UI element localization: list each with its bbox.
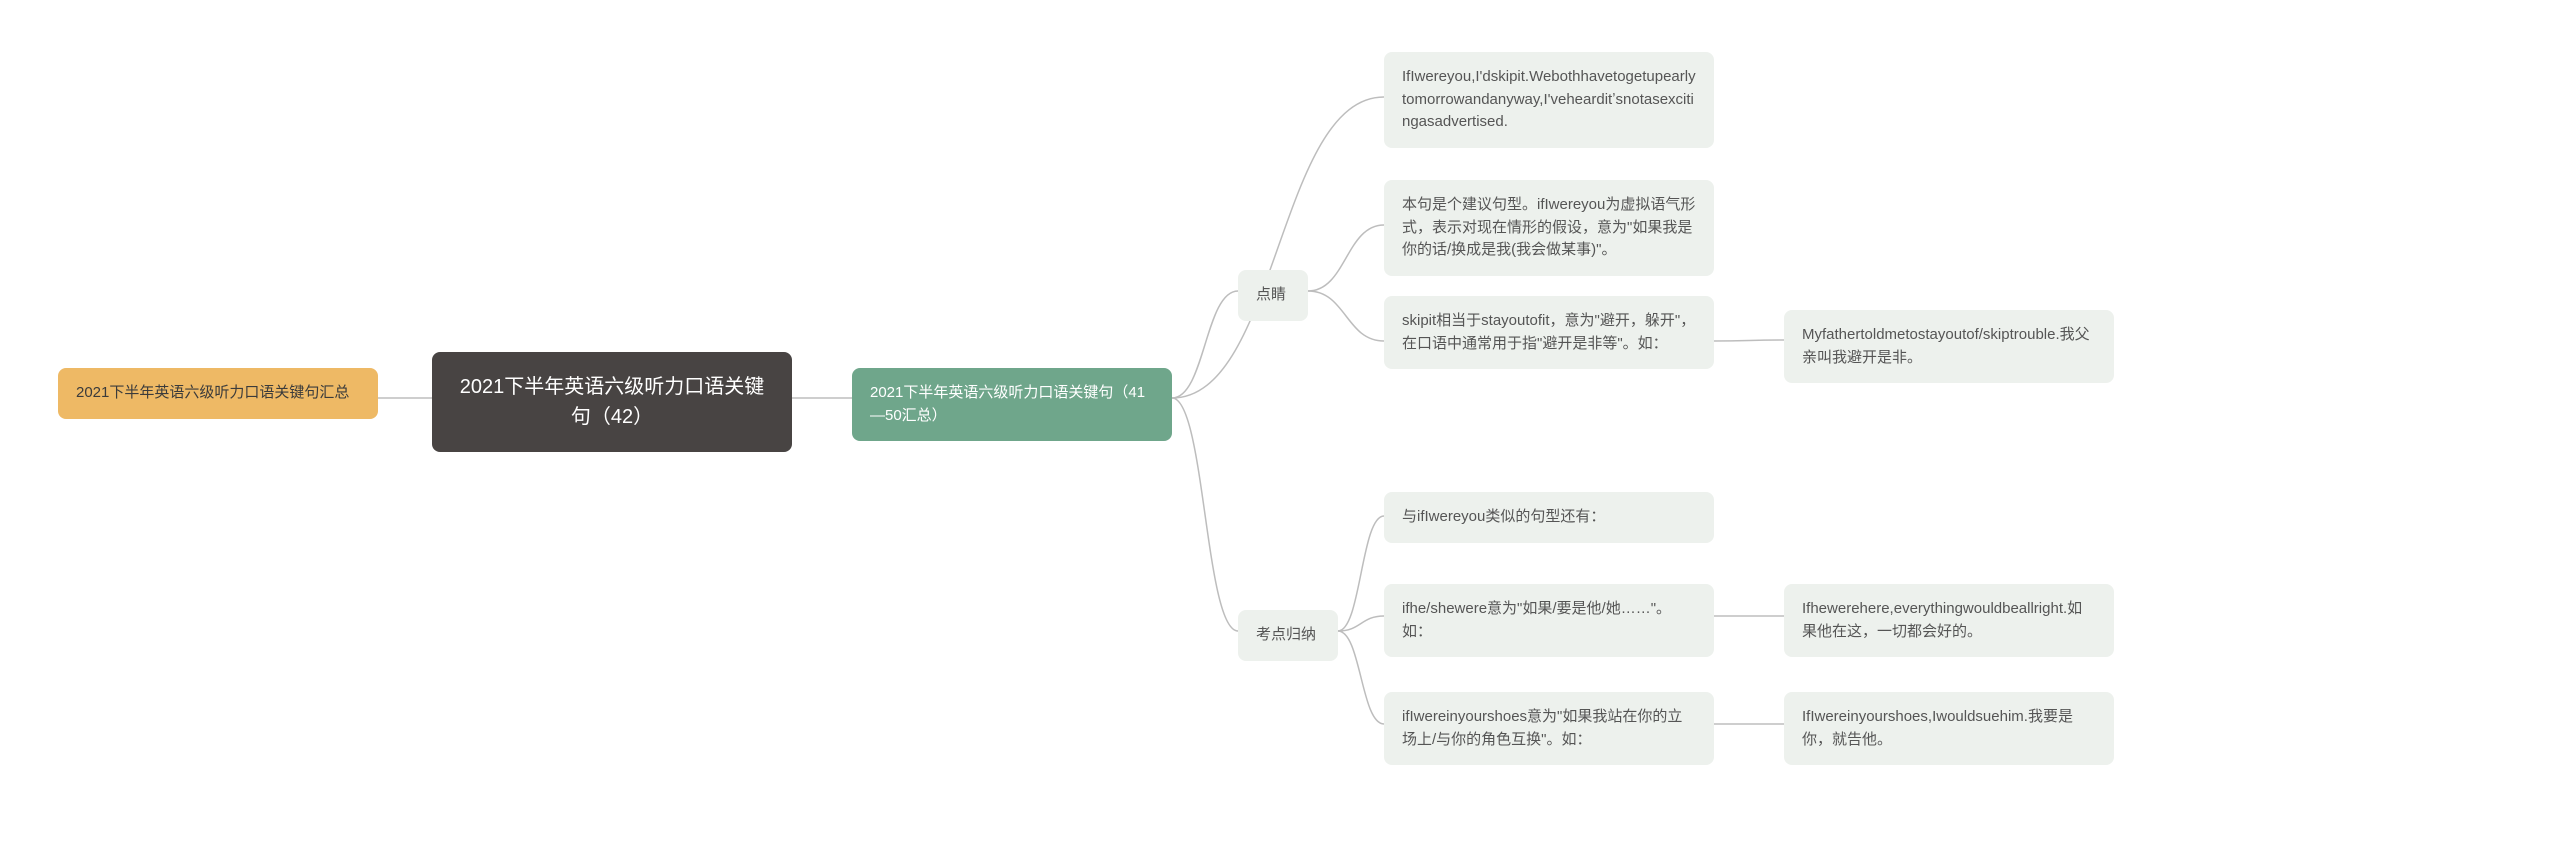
node-sentence[interactable]: IfIwereyou,I'dskipit.Webothhavetogetupea… <box>1384 52 1714 148</box>
node-dianjing-2[interactable]: skipit相当于stayoutofit，意为"避开，躲开"，在口语中通常用于指… <box>1384 296 1714 369</box>
node-right-summary[interactable]: 2021下半年英语六级听力口语关键句（41—50汇总） <box>852 368 1172 441</box>
node-dianjing-1[interactable]: 本句是个建议句型。ifIwereyou为虚拟语气形式，表示对现在情形的假设，意为… <box>1384 180 1714 276</box>
connector-layer <box>0 0 2560 858</box>
node-kaodian-3-example[interactable]: IfIwereinyourshoes,Iwouldsuehim.我要是你，就告他… <box>1784 692 2114 765</box>
node-kaodian-2-example[interactable]: Ifhewerehere,everythingwouldbeallright.如… <box>1784 584 2114 657</box>
node-kaodian-3[interactable]: ifIwereinyourshoes意为"如果我站在你的立场上/与你的角色互换"… <box>1384 692 1714 765</box>
node-left-summary[interactable]: 2021下半年英语六级听力口语关键句汇总 <box>58 368 378 419</box>
node-kaodian-label[interactable]: 考点归纳 <box>1238 610 1338 661</box>
node-kaodian-1[interactable]: 与ifIwereyou类似的句型还有： <box>1384 492 1714 543</box>
node-dianjing-label[interactable]: 点睛 <box>1238 270 1308 321</box>
node-kaodian-2[interactable]: ifhe/shewere意为"如果/要是他/她……"。如： <box>1384 584 1714 657</box>
node-root[interactable]: 2021下半年英语六级听力口语关键句（42） <box>432 352 792 452</box>
node-dianjing-2-example[interactable]: Myfathertoldmetostayoutof/skiptrouble.我父… <box>1784 310 2114 383</box>
